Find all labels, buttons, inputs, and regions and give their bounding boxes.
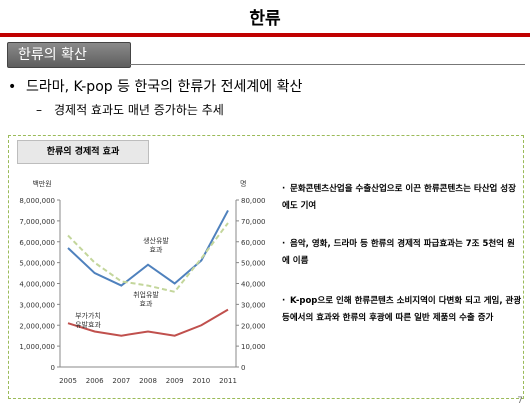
- y-left-tick-label: 0: [51, 364, 55, 372]
- slide-title: 한류: [249, 9, 281, 29]
- x-tick-label: 2006: [86, 377, 104, 385]
- section-underline: [130, 64, 525, 65]
- note-2: · 음악, 영화, 드라마 등 한류의 경제적 파급효과는 7조 5천억 원에 이…: [282, 236, 522, 270]
- bullet-dot-icon: ·: [282, 239, 286, 249]
- bullet-dot-icon: ·: [282, 184, 286, 194]
- y-left-tick-label: 7,000,000: [19, 218, 55, 226]
- dash-icon: –: [36, 103, 42, 117]
- y-left-tick-label: 8,000,000: [19, 197, 55, 205]
- x-tick-label: 2008: [139, 377, 157, 385]
- sub-bullet: – 경제적 효과도 매년 증가하는 추세: [36, 101, 224, 118]
- series-line: [67, 308, 229, 337]
- main-bullet: • 드라마, K-pop 등 한국의 한류가 전세계에 확산: [8, 76, 302, 96]
- y-left-tick-label: 4,000,000: [19, 281, 55, 289]
- x-tick-label: 2011: [219, 377, 237, 385]
- series-annotation: 부가가치: [75, 311, 101, 320]
- series-annotation: 효과: [150, 245, 163, 254]
- x-tick-label: 2005: [59, 377, 77, 385]
- series-annotation: 취업유발: [133, 290, 159, 299]
- section-title: 한류의 확산: [18, 47, 87, 63]
- y-left-unit-label: 백만원: [32, 179, 51, 188]
- y-left-tick-label: 5,000,000: [19, 260, 55, 268]
- series-line: [67, 209, 229, 287]
- series-annotation: 유발효과: [75, 320, 101, 329]
- y-right-tick-label: 60,000: [241, 239, 266, 247]
- y-left-tick-label: 2,000,000: [19, 322, 55, 330]
- series-annotation: 생산유발: [143, 236, 169, 245]
- chart-title: 한류의 경제적 효과: [17, 140, 149, 164]
- x-tick-label: 2010: [192, 377, 210, 385]
- section-tab: 한류의 확산: [7, 42, 131, 68]
- y-left-tick-label: 1,000,000: [19, 343, 55, 351]
- y-right-tick-label: 70,000: [241, 218, 266, 226]
- title-divider: [0, 33, 530, 37]
- page-number: 7: [517, 396, 523, 406]
- x-tick-label: 2009: [166, 377, 184, 385]
- y-right-tick-label: 10,000: [241, 343, 266, 351]
- y-right-tick-label: 20,000: [241, 322, 266, 330]
- y-left-tick-label: 3,000,000: [19, 301, 55, 309]
- x-tick-label: 2007: [112, 377, 130, 385]
- note-2-text: 음악, 영화, 드라마 등 한류의 경제적 파급효과는 7조 5천억 원에 이름: [282, 239, 515, 266]
- main-bullet-text: 드라마, K-pop 등 한국의 한류가 전세계에 확산: [26, 79, 303, 95]
- note-1: · 문화콘텐츠산업을 수출산업으로 이끈 한류콘텐츠는 타산업 성장에도 기여: [282, 181, 522, 215]
- sub-bullet-text: 경제적 효과도 매년 증가하는 추세: [54, 103, 224, 117]
- note-1-text: 문화콘텐츠산업을 수출산업으로 이끈 한류콘텐츠는 타산업 성장에도 기여: [282, 184, 516, 211]
- note-3: · K-pop으로 인해 한류콘텐츠 소비지역이 다변화 되고 게임, 관광 등에…: [282, 293, 522, 327]
- series-line: [67, 222, 229, 293]
- y-right-tick-label: 40,000: [241, 281, 266, 289]
- y-right-unit-label: 명: [240, 179, 246, 188]
- y-right-tick-label: 50,000: [241, 260, 266, 268]
- bullet-dot-icon: ·: [282, 296, 286, 306]
- y-left-tick-label: 6,000,000: [19, 239, 55, 247]
- series-annotation: 효과: [140, 299, 153, 308]
- note-3-text: K-pop으로 인해 한류콘텐츠 소비지역이 다변화 되고 게임, 관광 등에서…: [282, 296, 522, 323]
- chart-panel: [8, 135, 524, 399]
- y-right-tick-label: 0: [241, 364, 245, 372]
- y-right-tick-label: 80,000: [241, 197, 266, 205]
- y-right-tick-label: 30,000: [241, 301, 266, 309]
- bullet-dot-icon: •: [8, 79, 17, 95]
